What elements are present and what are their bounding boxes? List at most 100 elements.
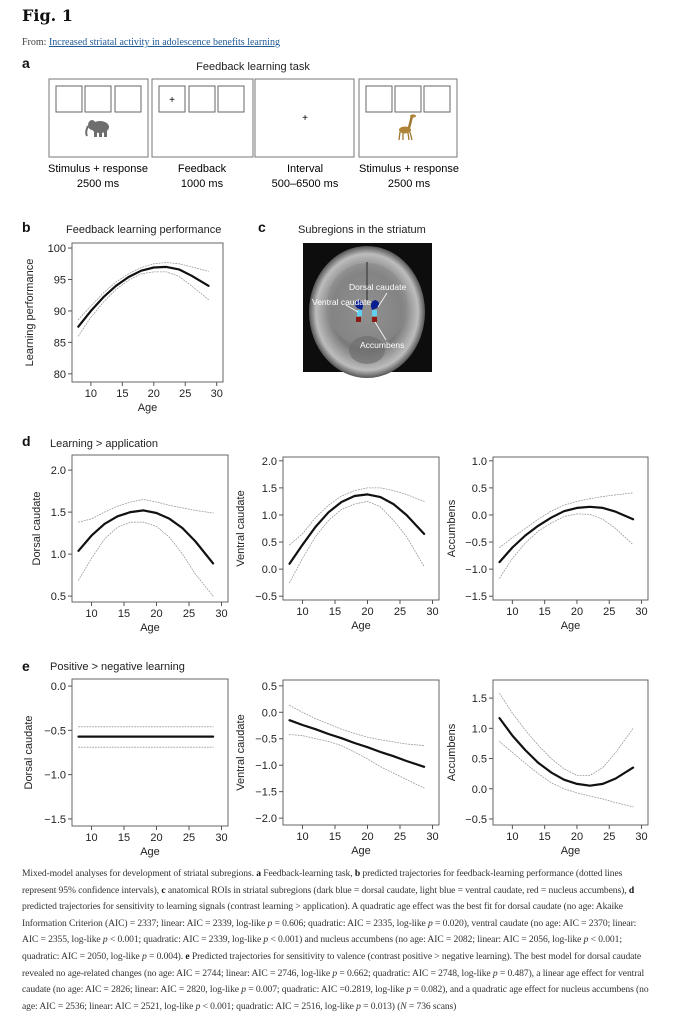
caption-text: p [356, 1000, 361, 1012]
caption-text: predicted trajectories for feedback-lear… [22, 868, 623, 896]
dorsal-caudate-roi [354, 300, 380, 310]
elephant-icon [85, 120, 109, 137]
x-tick-label: 15 [329, 831, 341, 843]
y-tick-label: 0.0 [51, 681, 66, 693]
screen-4-duration: 2500 ms [388, 178, 431, 190]
x-tick-label: 20 [361, 606, 373, 618]
caption-text: < 0.001) and nucleus accumbens (no age: … [268, 934, 584, 946]
screen-4-label: Stimulus + response [359, 163, 459, 175]
y-tick-label: 0.5 [51, 591, 66, 603]
y-tick-label: −0.5 [255, 591, 277, 603]
y-axis-label: Ventral caudate [235, 714, 247, 790]
y-tick-label: 1.5 [51, 507, 66, 519]
caption-text: predicted trajectories for sensitivity t… [22, 901, 623, 929]
caption-text: p [406, 984, 412, 996]
fit-line [498, 716, 635, 787]
x-tick-label: 30 [635, 606, 647, 618]
y-tick-label: 0.0 [262, 707, 277, 719]
y-tick-label: −0.5 [465, 814, 487, 826]
accumbens-roi [356, 317, 377, 322]
caption-text: = 736 scans) [406, 1000, 457, 1012]
caption-text: < 0.001; quadratic: AIC = 2516, log-like [200, 1000, 357, 1012]
caption-text: p [195, 1000, 201, 1012]
caption-text: = 0.487), a linear age effect for ventra… [22, 967, 645, 996]
screen-2-label: Feedback [178, 163, 227, 175]
x-axis-label: Age [351, 845, 371, 857]
caption-text: p [492, 967, 498, 979]
x-axis-label: Age [140, 622, 160, 634]
x-tick-label: 25 [394, 606, 406, 618]
y-tick-label: −1.5 [465, 591, 487, 603]
chart-e-dorsal-caudate: 10 15 20 25 30 −1.5 −1.0 −0.5 0.0 Age Dorsal cauda… [23, 678, 229, 858]
ci-lower-line [289, 500, 425, 584]
y-tick-label: −0.5 [465, 537, 487, 549]
y-tick-label: 1.0 [472, 723, 487, 735]
caption-text: = 0.004). [146, 950, 186, 962]
y-axis-label: Accumbens [446, 723, 458, 781]
article-link[interactable]: Increased striatal activity in adolescen… [48, 37, 280, 48]
x-tick-label: 25 [394, 831, 406, 843]
y-tick-label: 0.0 [262, 564, 277, 576]
y-axis-label: Dorsal caudate [23, 716, 35, 790]
x-tick-label: 25 [183, 832, 195, 844]
screen-1-label: Stimulus + response [48, 163, 148, 175]
y-tick-label: −0.5 [255, 734, 277, 746]
caption-panel-ref: d [628, 884, 635, 896]
panel-letter-a: a [22, 55, 30, 71]
y-tick-label: 95 [54, 274, 66, 286]
y-tick-label: 100 [48, 243, 66, 255]
y-tick-label: 1.5 [472, 693, 487, 705]
x-tick-label: 10 [85, 608, 97, 620]
task-screen-1: Stimulus + response 2500 ms [48, 78, 149, 190]
chart-d-ventral-caudate: 10 15 20 25 30 −0.5 0.0 0.5 1.0 1.5 2.0 Age Ventral … [235, 456, 440, 632]
caption-text: p [267, 917, 273, 929]
x-tick-label: 20 [150, 608, 162, 620]
caption-text: = 0.662; quadratic: AIC = 2748, log-like [337, 967, 493, 979]
y-tick-label: 0.5 [262, 537, 277, 549]
chart-b-learning-performance: 10 15 20 25 30 80 85 90 95 100 Age Learning perform… [24, 242, 224, 414]
y-tick-label: 0.0 [472, 784, 487, 796]
panel-letter-d: d [22, 433, 31, 449]
x-tick-label: 25 [183, 608, 195, 620]
caption-text: = 0.020), ventral caudate (no age: AIC =… [22, 917, 637, 946]
chart-d-accumbens: 10 15 20 25 30 −1.5 −1.0 −0.5 0.0 0.5 1.0 Age Accumb… [446, 456, 649, 632]
y-tick-label: −1.5 [44, 814, 66, 826]
fit-line [288, 719, 426, 768]
caption-text: p [428, 917, 433, 929]
y-tick-label: −1.0 [44, 770, 66, 782]
y-tick-label: 2.0 [51, 465, 66, 477]
x-tick-label: 10 [85, 388, 97, 400]
ventral-label-text: Ventral caudate [312, 297, 371, 307]
interval-fixation-cross: + [302, 113, 308, 124]
caption-text: p [102, 934, 108, 946]
y-axis-label: Learning performance [24, 259, 36, 367]
x-axis-label: Age [561, 620, 581, 632]
task-screen-3: + Interval 500–6500 ms [254, 78, 355, 190]
fit-line [498, 505, 635, 564]
ci-upper-line [289, 705, 425, 746]
caption-panel-ref: c [161, 884, 166, 896]
x-tick-label: 15 [118, 832, 130, 844]
panel-b-title: Feedback learning performance [66, 224, 221, 236]
panel-c-title: Subregions in the striatum [298, 224, 426, 236]
x-tick-label: 20 [148, 388, 160, 400]
x-tick-label: 10 [296, 606, 308, 618]
ci-lower-line [289, 734, 425, 789]
caption-text: < 0.001; quadratic: AIC = 2050, log-like [22, 934, 622, 962]
caption-panel-ref: e [185, 950, 190, 962]
plot-frame [71, 242, 224, 383]
caption-text: < 0.001; quadratic: AIC = 2339, log-like [107, 934, 264, 946]
ci-lower-line [78, 521, 214, 597]
x-tick-label: 30 [215, 832, 227, 844]
x-tick-label: 30 [215, 608, 227, 620]
ci-upper-line [77, 262, 209, 321]
caption-text: p [332, 967, 338, 979]
y-tick-label: 80 [54, 369, 66, 381]
y-tick-label: 1.0 [262, 510, 277, 522]
caption-text: p [141, 950, 147, 962]
fit-line [77, 509, 215, 565]
x-tick-label: 30 [426, 831, 438, 843]
fit-line [288, 493, 426, 565]
plot-frame [71, 678, 229, 827]
y-tick-label: −0.5 [44, 725, 66, 737]
